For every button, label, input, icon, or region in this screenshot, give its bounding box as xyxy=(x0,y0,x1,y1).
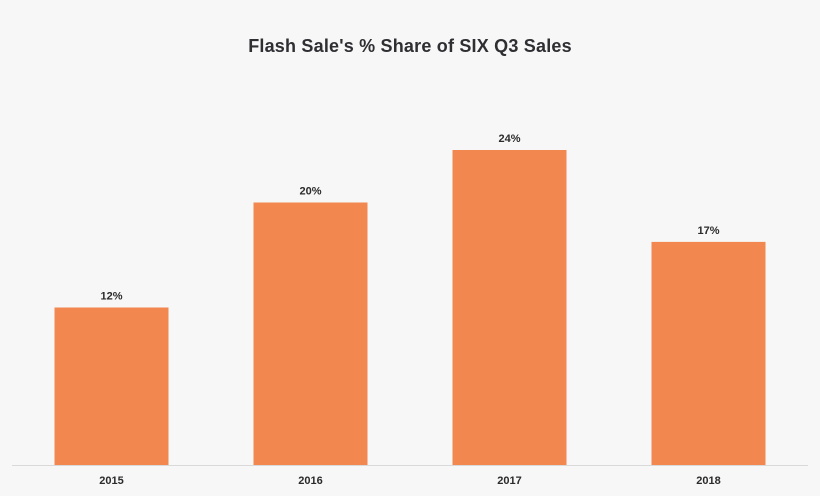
x-tick-label-2016: 2016 xyxy=(298,475,322,487)
bar-2016[interactable] xyxy=(253,202,368,466)
chart-title: Flash Sale's % Share of SIX Q3 Sales xyxy=(248,36,572,56)
x-tick-label-2015: 2015 xyxy=(99,475,123,487)
x-tick-label-2017: 2017 xyxy=(497,475,521,487)
bar-2018[interactable] xyxy=(651,241,766,465)
data-label-2018: 17% xyxy=(697,225,719,237)
bar-2017[interactable] xyxy=(452,150,567,465)
x-tick-label-2018: 2018 xyxy=(696,475,720,487)
bar-2015[interactable] xyxy=(54,307,169,466)
data-label-2015: 12% xyxy=(100,291,122,303)
data-label-2017: 24% xyxy=(498,133,520,145)
data-label-2016: 20% xyxy=(299,186,321,198)
